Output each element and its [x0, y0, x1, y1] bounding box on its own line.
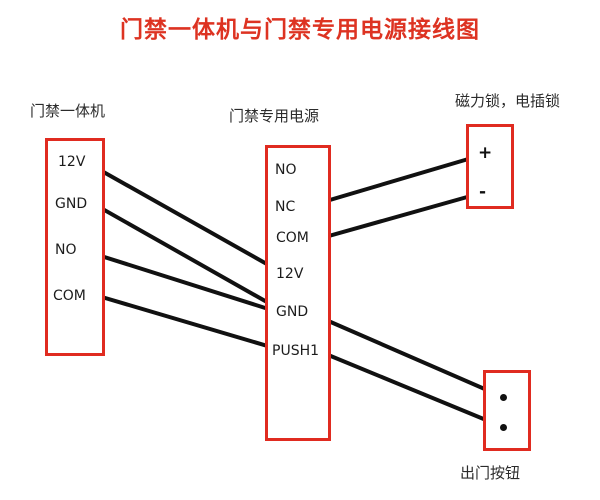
wire-readerno-powergnd: [77, 247, 283, 315]
page-title: 门禁一体机与门禁专用电源接线图: [120, 17, 480, 43]
reader-terminal-no[interactable]: NO: [55, 242, 77, 258]
reader-terminal-com[interactable]: COM: [53, 288, 86, 304]
wire-powercom-lockminus: [309, 188, 494, 243]
power-terminal-12v[interactable]: 12V: [276, 266, 304, 282]
power-terminal-push1[interactable]: PUSH1: [272, 343, 320, 359]
reader-device-box: [45, 138, 105, 356]
lock-device-label: 磁力锁，电插锁: [455, 92, 561, 110]
exit-button-terminal-1[interactable]: [500, 394, 507, 401]
wire-readercom-powerpush: [93, 293, 283, 352]
wire-powerpush-exit2: [319, 350, 505, 429]
power-device-box: [265, 145, 331, 441]
power-device-label: 门禁专用电源: [229, 107, 320, 125]
power-terminal-nc[interactable]: NC: [275, 199, 296, 215]
power-terminal-com[interactable]: COM: [276, 230, 309, 246]
power-terminal-gnd[interactable]: GND: [276, 304, 309, 320]
wire-reader12v-power12v: [82, 159, 283, 274]
reader-device-label: 门禁一体机: [30, 102, 106, 120]
lock-terminal-negative[interactable]: -: [479, 182, 487, 202]
exit-button-device-box: [483, 370, 531, 451]
exit-button-device-label: 出门按钮: [460, 464, 521, 482]
reader-terminal-12v[interactable]: 12V: [58, 154, 86, 170]
wire-readergnd-powergnd: [90, 201, 283, 312]
lock-terminal-positive[interactable]: +: [478, 143, 493, 163]
exit-button-terminal-2[interactable]: [500, 424, 507, 431]
wire-powergnd-exit1: [308, 311, 505, 399]
power-terminal-no[interactable]: NO: [275, 162, 297, 178]
reader-terminal-gnd[interactable]: GND: [55, 196, 88, 212]
lock-device-box: [466, 124, 514, 209]
